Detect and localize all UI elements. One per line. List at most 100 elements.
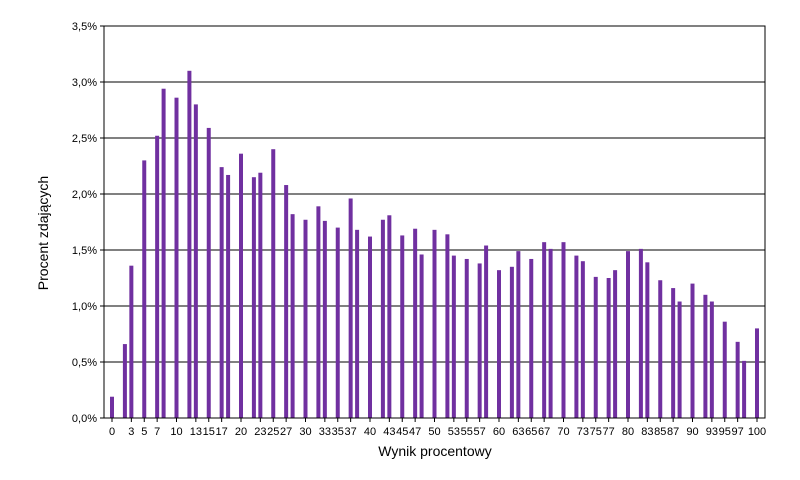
bar [303,219,308,418]
bar [703,294,708,418]
x-tick-label: 53 [448,426,460,438]
bar [580,261,585,418]
bar [542,242,547,418]
x-tick-label: 13 [190,426,202,438]
bar [516,251,521,418]
bar [477,263,482,418]
x-tick-label: 20 [235,426,247,438]
x-tick-label: 40 [364,426,376,438]
x-tick-label: 35 [332,426,344,438]
bar [239,153,243,418]
x-tick-labels: 0 3 5 7 10 13 15 17 20 23 25 27 30 33 35 37 40 43 45 47 50 53… [109,418,766,438]
bars [110,70,759,419]
x-tick-label: 73 [577,426,589,438]
bar [400,235,405,418]
bar [626,251,630,418]
y-tick-labels: 0,0% 0,5% 1,0% 1,5% 2,0% 2,5% 3,0% 3,5% [72,21,104,425]
x-tick-label: 63 [512,426,524,438]
y-tick-label: 0,5% [72,357,97,369]
x-tick-label: 85 [654,426,666,438]
bar [348,198,353,418]
x-tick-label: 100 [748,426,766,438]
bar [316,206,321,418]
bar [226,174,231,418]
x-tick-label: 67 [538,426,550,438]
x-tick-label: 77 [603,426,615,438]
bar [193,104,198,419]
y-tick-label: 2,0% [72,189,97,201]
bar [155,135,160,418]
bar [658,280,663,418]
bar [219,167,224,418]
y-tick-label: 1,0% [72,301,97,313]
bar [161,88,166,418]
x-tick-label: 90 [686,426,698,438]
bar [129,265,134,418]
x-tick-label: 83 [641,426,653,438]
x-tick-label: 15 [203,426,215,438]
y-tick-label: 3,5% [72,21,97,33]
bar [645,262,650,418]
bar [742,360,747,418]
bar [206,127,211,419]
y-tick-label: 2,5% [72,133,97,145]
x-tick-label: 17 [216,426,228,438]
bar [142,160,147,418]
bar [322,220,327,418]
bar [445,234,450,418]
bar [174,97,179,419]
x-tick-label: 97 [732,426,744,438]
x-tick-label: 55 [461,426,473,438]
bar [509,266,514,418]
x-tick-label: 45 [396,426,408,438]
bar [284,185,289,418]
bar [484,245,489,418]
x-tick-label: 3 [128,426,134,438]
x-tick-label: 47 [409,426,421,438]
x-tick-label: 57 [474,426,486,438]
y-tick-label: 3,0% [72,77,97,89]
x-tick-label: 5 [141,426,147,438]
bar [529,258,534,418]
bar [290,214,295,418]
x-tick-label: 25 [267,426,279,438]
bar [735,341,740,418]
bar [671,288,676,418]
bar [464,258,469,418]
x-tick-label: 93 [706,426,718,438]
bar [574,255,579,418]
x-tick-label: 30 [299,426,311,438]
x-tick-label: 33 [319,426,331,438]
bar [122,344,127,418]
bar [110,396,114,418]
x-tick-label: 50 [428,426,440,438]
x-tick-label: 60 [493,426,505,438]
bar [451,255,456,418]
bar [335,227,340,418]
bar [690,283,695,418]
bar [561,242,566,418]
bar [613,270,618,418]
x-tick-label: 87 [667,426,679,438]
bar [387,215,392,418]
bar [380,219,385,418]
y-tick-label: 1,5% [72,245,97,257]
bar [271,149,276,418]
x-tick-label: 23 [254,426,266,438]
x-axis-title: Wynik procentowy [378,443,491,459]
x-tick-label: 37 [345,426,357,438]
bar [709,301,714,418]
bar [251,177,256,418]
bar [368,236,372,418]
y-tick-label: 0,0% [72,413,97,425]
bar [755,328,759,418]
bar [432,229,437,418]
bar [548,248,553,418]
x-tick-label: 43 [383,426,395,438]
x-tick-label: 80 [622,426,634,438]
bar [497,270,501,418]
bar [187,70,192,419]
bar [413,228,418,418]
y-axis-title: Procent zdających [35,176,51,290]
